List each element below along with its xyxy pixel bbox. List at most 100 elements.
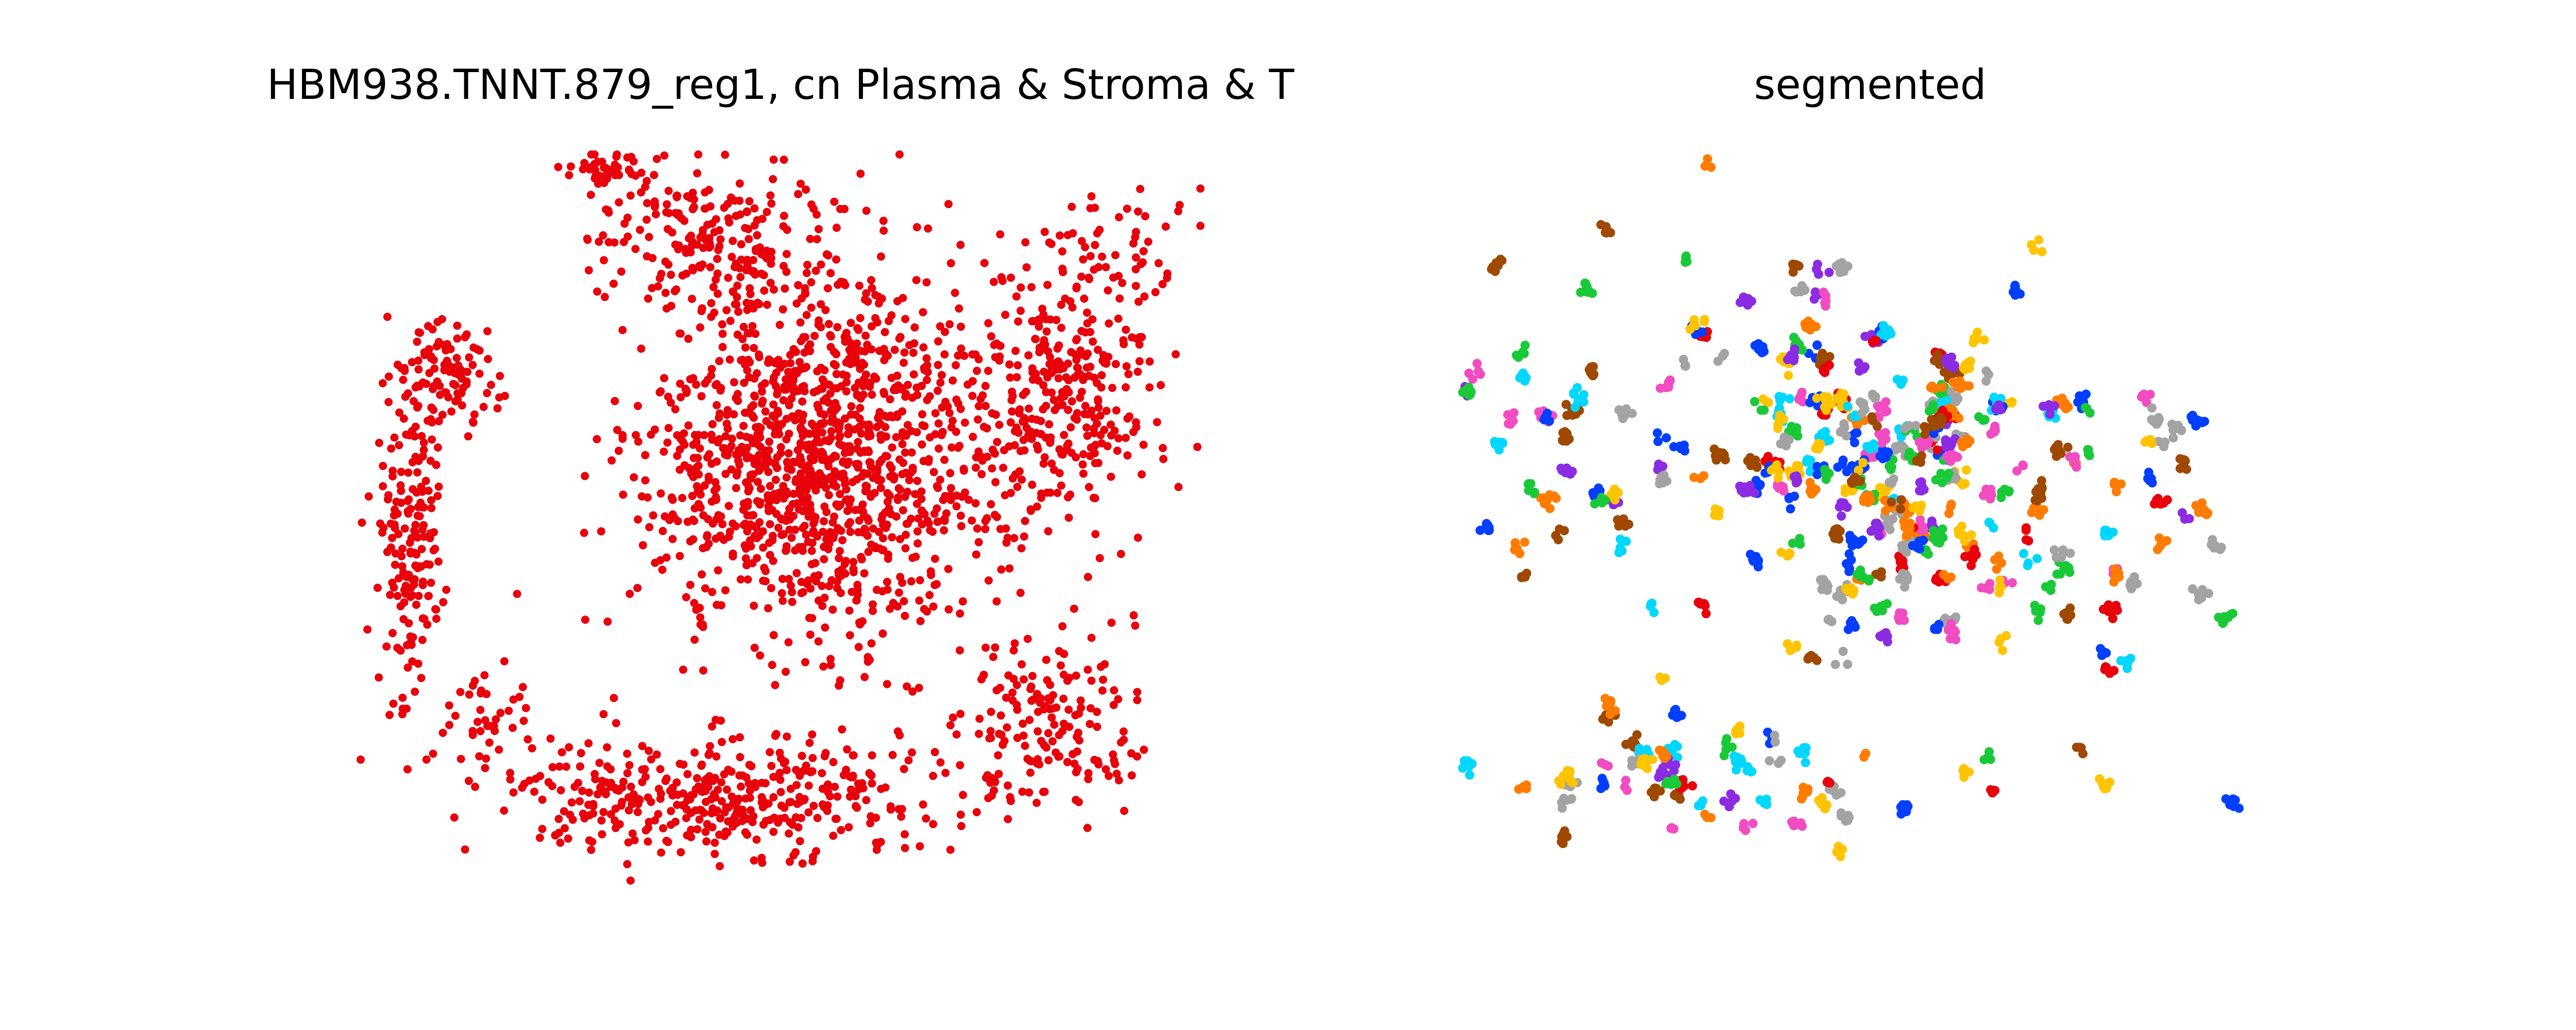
segment-point (2033, 615, 2043, 625)
segment-point (1657, 771, 1667, 781)
scatter-point (1077, 387, 1086, 396)
segment-point (1915, 478, 1925, 487)
scatter-point (716, 814, 724, 823)
scatter-point (738, 335, 747, 344)
scatter-point (433, 318, 442, 327)
scatter-point (643, 199, 652, 208)
scatter-point (948, 417, 957, 425)
scatter-point (776, 788, 785, 796)
scatter-point (793, 800, 802, 808)
segment-point (1627, 761, 1637, 771)
segment-point (1986, 754, 1995, 764)
scatter-point (997, 565, 1006, 574)
scatter-point (805, 470, 814, 478)
scatter-point (731, 300, 739, 308)
scatter-point (1122, 325, 1130, 334)
scatter-point (923, 361, 931, 370)
segment-point (1627, 408, 1637, 418)
scatter-point (776, 443, 785, 452)
scatter-point (402, 430, 411, 439)
scatter-point (888, 443, 896, 452)
scatter-point (895, 150, 904, 159)
scatter-point (1072, 336, 1080, 345)
segment-point (1672, 792, 1682, 801)
scatter-point (411, 521, 420, 529)
scatter-point (922, 278, 931, 287)
scatter-point (1037, 493, 1045, 502)
scatter-point (689, 266, 698, 274)
scatter-point (1119, 727, 1128, 736)
scatter-point (611, 816, 619, 825)
scatter-point (1123, 204, 1131, 213)
scatter-point (601, 293, 609, 301)
scatter-point (960, 418, 969, 427)
scatter-point (722, 419, 731, 428)
scatter-point (1019, 719, 1027, 728)
segment-point (2162, 536, 2172, 545)
scatter-point (750, 204, 759, 213)
segment-point (2180, 455, 2190, 465)
scatter-point (1122, 383, 1130, 392)
segment-point (1939, 367, 1949, 377)
segment-point (1933, 356, 1943, 366)
scatter-point (440, 388, 449, 397)
scatter-point (1069, 229, 1077, 237)
scatter-point (992, 597, 1001, 606)
scatter-point (776, 776, 785, 784)
scatter-point (414, 365, 423, 374)
scatter-point (656, 765, 665, 774)
scatter-point (996, 711, 1005, 720)
scatter-point (584, 739, 593, 748)
scatter-point (1045, 359, 1054, 368)
scatter-point (1086, 452, 1095, 460)
scatter-point (852, 596, 861, 605)
segment-point (1824, 267, 1834, 277)
scatter-point (769, 631, 778, 640)
scatter-point (515, 693, 524, 701)
scatter-point (636, 226, 645, 234)
scatter-point (410, 575, 419, 583)
scatter-point (589, 802, 598, 811)
scatter-point (711, 381, 720, 389)
scatter-point (827, 427, 836, 436)
scatter-point (689, 535, 698, 544)
scatter-point (434, 483, 443, 491)
scatter-point (693, 825, 702, 834)
segment-point (1794, 394, 1804, 404)
scatter-point (883, 680, 891, 689)
scatter-point (1035, 322, 1043, 331)
scatter-point (919, 800, 927, 809)
scatter-point (378, 528, 387, 537)
scatter-point (839, 771, 848, 779)
scatter-point (579, 165, 587, 174)
scatter-point (750, 643, 759, 652)
scatter-point (1075, 736, 1083, 745)
scatter-point (713, 254, 722, 263)
scatter-point (425, 592, 433, 600)
segment-point (1632, 730, 1642, 740)
scatter-point (761, 817, 770, 826)
scatter-point (358, 518, 366, 527)
segment-point (1784, 370, 1793, 380)
scatter-point (825, 582, 834, 590)
scatter-point (450, 813, 459, 822)
segment-point (1795, 539, 1805, 549)
scatter-point (419, 438, 428, 447)
segment-point (2110, 564, 2120, 574)
scatter-point (918, 421, 927, 430)
scatter-point (658, 527, 667, 536)
segment-point (2021, 535, 2031, 545)
scatter-point (1022, 387, 1030, 396)
segment-point (1545, 504, 1555, 513)
scatter-point (759, 576, 768, 585)
scatter-point (878, 534, 887, 543)
scatter-point (443, 358, 452, 367)
scatter-point (682, 269, 691, 278)
scatter-point (729, 799, 738, 808)
segment-point (1951, 451, 1961, 461)
scatter-point (684, 334, 693, 343)
scatter-point (837, 382, 845, 390)
scatter-point (457, 389, 466, 398)
scatter-point (732, 522, 740, 530)
scatter-point (1123, 451, 1132, 460)
